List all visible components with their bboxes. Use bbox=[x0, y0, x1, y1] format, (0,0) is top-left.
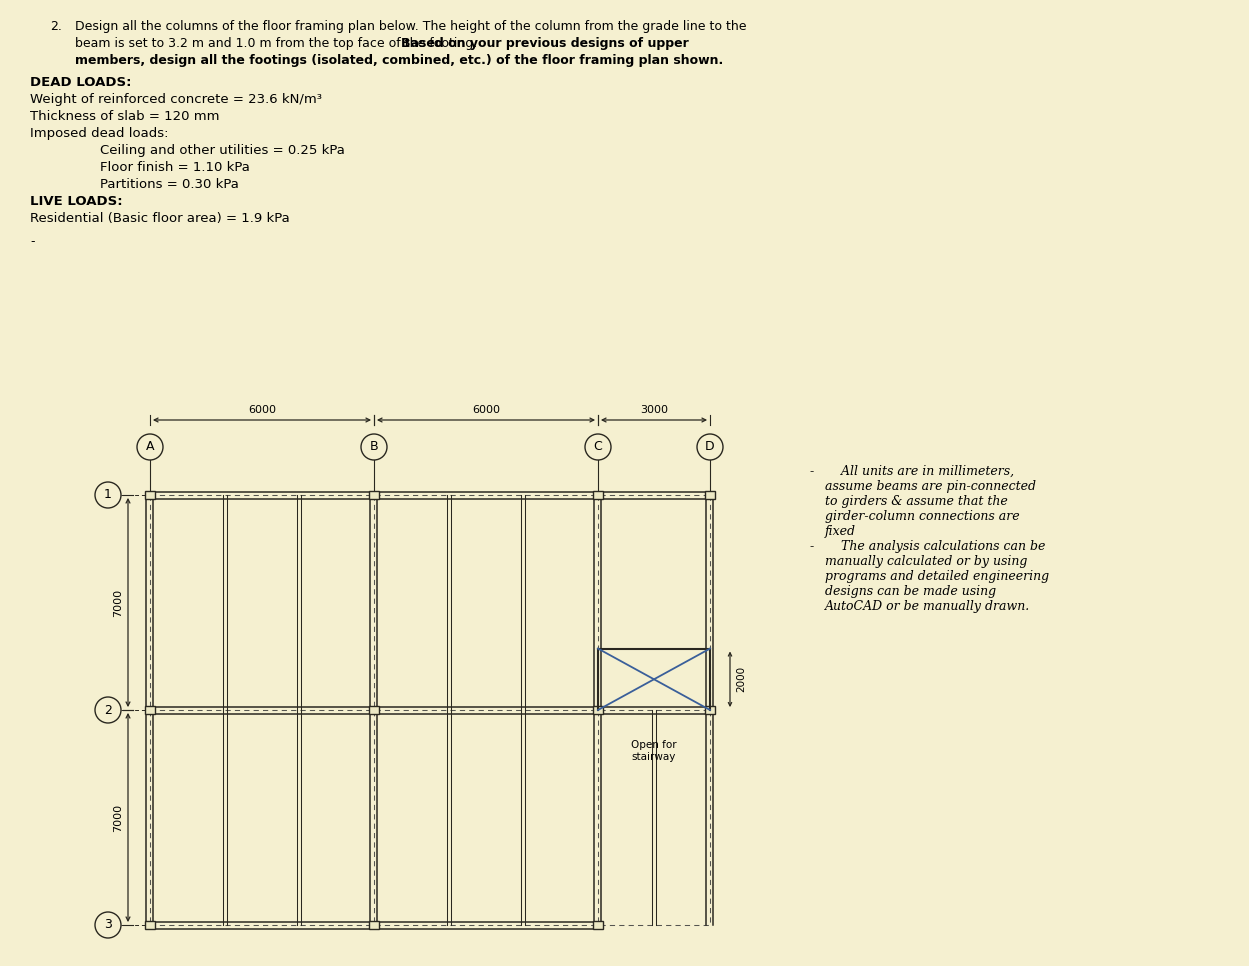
Text: manually calculated or by using: manually calculated or by using bbox=[826, 555, 1028, 568]
Text: Thickness of slab = 120 mm: Thickness of slab = 120 mm bbox=[30, 110, 220, 123]
Bar bbox=[368, 921, 380, 929]
Text: girder-column connections are: girder-column connections are bbox=[826, 510, 1019, 523]
Bar bbox=[145, 491, 155, 499]
Circle shape bbox=[697, 434, 723, 460]
Text: 7000: 7000 bbox=[112, 804, 122, 832]
Text: programs and detailed engineering: programs and detailed engineering bbox=[826, 570, 1049, 583]
Text: C: C bbox=[593, 440, 602, 453]
Bar bbox=[593, 706, 603, 714]
Bar bbox=[593, 921, 603, 929]
Text: Partitions = 0.30 kPa: Partitions = 0.30 kPa bbox=[100, 178, 239, 191]
Text: designs can be made using: designs can be made using bbox=[826, 585, 997, 598]
Text: to girders & assume that the: to girders & assume that the bbox=[826, 495, 1008, 508]
Text: -: - bbox=[811, 465, 814, 478]
Bar bbox=[704, 706, 716, 714]
Text: All units are in millimeters,: All units are in millimeters, bbox=[826, 465, 1014, 478]
Bar bbox=[704, 491, 716, 499]
Text: 7000: 7000 bbox=[112, 588, 122, 616]
Text: Floor finish = 1.10 kPa: Floor finish = 1.10 kPa bbox=[100, 161, 250, 174]
Text: Weight of reinforced concrete = 23.6 kN/m³: Weight of reinforced concrete = 23.6 kN/… bbox=[30, 93, 322, 106]
Text: members, design all the footings (isolated, combined, etc.) of the floor framing: members, design all the footings (isolat… bbox=[75, 54, 723, 67]
Text: 6000: 6000 bbox=[249, 405, 276, 415]
Text: -: - bbox=[30, 235, 35, 248]
Text: Residential (Basic floor area) = 1.9 kPa: Residential (Basic floor area) = 1.9 kPa bbox=[30, 212, 290, 225]
Circle shape bbox=[95, 482, 121, 508]
Bar bbox=[145, 921, 155, 929]
Circle shape bbox=[95, 697, 121, 723]
Text: Design all the columns of the floor framing plan below. The height of the column: Design all the columns of the floor fram… bbox=[75, 20, 747, 33]
Text: 3000: 3000 bbox=[639, 405, 668, 415]
Circle shape bbox=[585, 434, 611, 460]
Text: AutoCAD or be manually drawn.: AutoCAD or be manually drawn. bbox=[826, 600, 1030, 613]
Text: Imposed dead loads:: Imposed dead loads: bbox=[30, 127, 169, 140]
Text: The analysis calculations can be: The analysis calculations can be bbox=[826, 540, 1045, 553]
Text: 3: 3 bbox=[104, 919, 112, 931]
Text: -: - bbox=[811, 540, 814, 553]
Text: fixed: fixed bbox=[826, 525, 856, 538]
Text: assume beams are pin-connected: assume beams are pin-connected bbox=[826, 480, 1035, 493]
Text: LIVE LOADS:: LIVE LOADS: bbox=[30, 195, 122, 208]
Bar bbox=[593, 491, 603, 499]
Text: Based on your previous designs of upper: Based on your previous designs of upper bbox=[401, 37, 689, 50]
Bar bbox=[145, 706, 155, 714]
Circle shape bbox=[137, 434, 164, 460]
Bar bbox=[368, 706, 380, 714]
Text: B: B bbox=[370, 440, 378, 453]
Text: 2000: 2000 bbox=[736, 667, 746, 693]
Text: beam is set to 3.2 m and 1.0 m from the top face of the footing.: beam is set to 3.2 m and 1.0 m from the … bbox=[75, 37, 481, 50]
Text: 2: 2 bbox=[104, 703, 112, 717]
Text: DEAD LOADS:: DEAD LOADS: bbox=[30, 76, 131, 89]
Text: D: D bbox=[706, 440, 714, 453]
Text: A: A bbox=[146, 440, 154, 453]
Text: 2.: 2. bbox=[50, 20, 62, 33]
Text: 1: 1 bbox=[104, 489, 112, 501]
Bar bbox=[368, 491, 380, 499]
Circle shape bbox=[361, 434, 387, 460]
Text: 6000: 6000 bbox=[472, 405, 500, 415]
Text: Ceiling and other utilities = 0.25 kPa: Ceiling and other utilities = 0.25 kPa bbox=[100, 144, 345, 157]
Text: Open for
stairway: Open for stairway bbox=[631, 740, 677, 761]
Circle shape bbox=[95, 912, 121, 938]
